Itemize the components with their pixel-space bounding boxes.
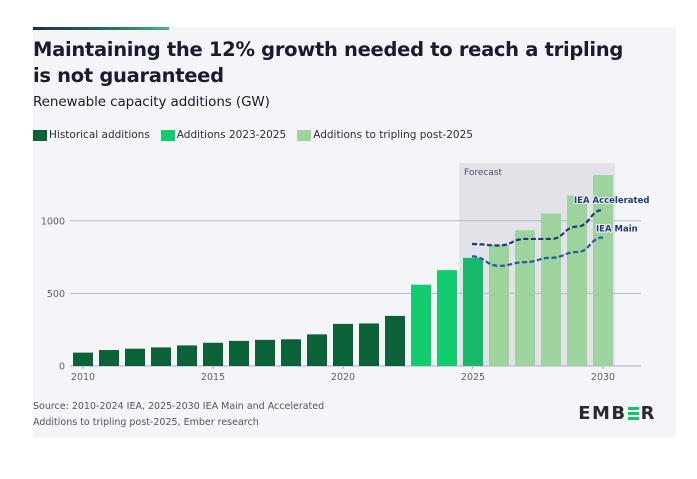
line-iea-accelerated bbox=[471, 208, 604, 247]
chart-title: Maintaining the 12% growth needed to rea… bbox=[33, 38, 623, 87]
legend-item-historical: Historical additions bbox=[33, 129, 150, 141]
bar-2015 bbox=[203, 342, 223, 366]
logo-e-bars-icon bbox=[627, 407, 639, 420]
legend-item-tripling: Additions to tripling post-2025 bbox=[297, 129, 473, 141]
bar-2021 bbox=[359, 323, 379, 366]
chart-subtitle: Renewable capacity additions (GW) bbox=[33, 94, 270, 110]
bar-chart: Forecast 0 500 1000 2010 2015 2020 2025 2030 IE… bbox=[41, 163, 650, 383]
bar-2010 bbox=[73, 352, 93, 366]
logo-text: R bbox=[640, 403, 656, 424]
bar-2020 bbox=[333, 323, 353, 366]
line-label-iea-accelerated: IEA Accelerated bbox=[574, 196, 649, 206]
legend-label: Additions to tripling post-2025 bbox=[313, 129, 473, 141]
x-tick-label: 2025 bbox=[461, 372, 485, 383]
logo-text: EMB bbox=[578, 403, 627, 424]
legend-swatch-2023-2025 bbox=[160, 129, 175, 141]
line-label-iea-main: IEA Main bbox=[596, 224, 638, 234]
bar-2016 bbox=[229, 340, 249, 366]
bar-2018 bbox=[281, 339, 301, 366]
bar-2028 bbox=[541, 213, 561, 366]
forecast-region bbox=[459, 163, 615, 366]
legend-swatch-historical bbox=[33, 129, 47, 141]
bar-2014 bbox=[177, 345, 197, 366]
bar-2022 bbox=[385, 315, 405, 366]
bar-2024 bbox=[437, 270, 457, 366]
legend-item-2023-2025: Additions 2023-2025 bbox=[160, 129, 287, 141]
legend-swatch-tripling bbox=[297, 129, 312, 141]
x-tick-label: 2010 bbox=[71, 372, 95, 383]
source-note: Source: 2010-2024 IEA, 2025-2030 IEA Mai… bbox=[33, 399, 324, 431]
accent-bar bbox=[33, 27, 169, 30]
bar-2017 bbox=[255, 339, 275, 366]
x-tick-label: 2020 bbox=[331, 372, 355, 383]
legend: Historical additions Additions 2023-2025… bbox=[33, 129, 484, 141]
ember-logo: EMB R bbox=[578, 403, 656, 424]
bar-2026 bbox=[489, 244, 509, 366]
bar-2023 bbox=[411, 284, 431, 366]
y-tick-label: 500 bbox=[47, 289, 65, 300]
x-tick-label: 2030 bbox=[591, 372, 615, 383]
y-tick-label: 1000 bbox=[41, 216, 65, 227]
x-tick-label: 2015 bbox=[201, 372, 225, 383]
bar-2025 bbox=[463, 257, 483, 366]
bar-2013 bbox=[151, 347, 171, 366]
source-line: Source: 2010-2024 IEA, 2025-2030 IEA Mai… bbox=[33, 401, 325, 412]
source-line: Additions to tripling post-2025, Ember r… bbox=[33, 417, 259, 428]
legend-label: Additions 2023-2025 bbox=[176, 129, 287, 141]
bar-2027 bbox=[515, 230, 535, 366]
y-tick-label: 0 bbox=[59, 362, 65, 373]
bar-2012 bbox=[125, 348, 145, 366]
bar-2030 bbox=[593, 175, 613, 366]
bar-2029 bbox=[567, 195, 587, 366]
legend-label: Historical additions bbox=[49, 129, 150, 141]
bar-2019 bbox=[307, 334, 327, 366]
forecast-label: Forecast bbox=[464, 168, 503, 178]
chart-card: Maintaining the 12% growth needed to rea… bbox=[33, 27, 676, 438]
line-iea-main bbox=[471, 236, 604, 267]
bar-2011 bbox=[99, 350, 119, 366]
